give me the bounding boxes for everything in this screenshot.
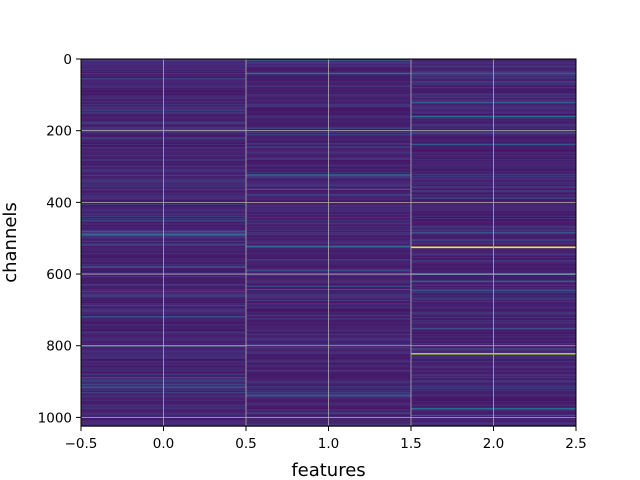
x-axis-ticks: −0.5 0.0 0.5 1.0 1.5 2.0 2.5 bbox=[65, 426, 587, 452]
y-axis-label: channels bbox=[0, 202, 21, 283]
x-tick-label: 2.5 bbox=[565, 436, 586, 452]
x-tick-label: −0.5 bbox=[65, 436, 98, 452]
y-tick-label: 600 bbox=[46, 267, 72, 283]
y-tick-label: 200 bbox=[46, 124, 72, 140]
x-tick-label: 0.5 bbox=[235, 436, 256, 452]
y-tick-label: 0 bbox=[63, 52, 72, 68]
x-tick-label: 1.0 bbox=[318, 436, 339, 452]
x-tick-label: 0.0 bbox=[153, 436, 174, 452]
x-axis-label: features bbox=[291, 460, 365, 480]
y-tick-label: 800 bbox=[46, 339, 72, 355]
y-tick-label: 400 bbox=[46, 195, 72, 211]
x-tick-label: 2.0 bbox=[483, 436, 504, 452]
x-tick-label: 1.5 bbox=[400, 436, 421, 452]
y-axis-ticks: 0 200 400 600 800 1000 bbox=[38, 52, 81, 426]
y-tick-label: 1000 bbox=[38, 410, 72, 426]
